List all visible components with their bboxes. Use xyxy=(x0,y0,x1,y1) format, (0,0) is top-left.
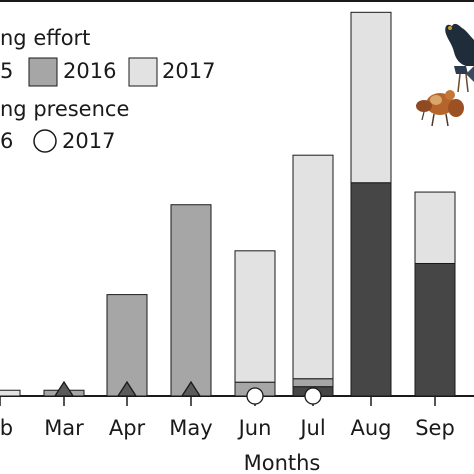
x-tick-label-jul: Jul xyxy=(298,416,325,440)
presence-triangle-may xyxy=(180,380,202,397)
bar-aug-2017 xyxy=(350,11,392,184)
bar-may-2016 xyxy=(170,204,212,397)
bar-feb-2017 xyxy=(0,389,21,397)
presence-circle-jul xyxy=(304,387,322,405)
legend-presence: ng presence 6 2017 xyxy=(0,97,129,153)
legend-label-2017: 2017 xyxy=(162,59,215,83)
bar-jul-2016 xyxy=(292,378,334,388)
x-tick-label-may: May xyxy=(169,416,212,440)
x-tick-label-aug: Aug xyxy=(350,416,391,440)
bar-jul-2017 xyxy=(292,154,334,380)
legend-effort-title: ng effort xyxy=(0,26,90,50)
x-tick-label-mar: Mar xyxy=(44,416,84,440)
presence-circle-jun xyxy=(246,387,264,405)
legend-label-2016: 2016 xyxy=(63,59,116,83)
x-tick-label-apr: Apr xyxy=(109,416,146,440)
legend-circle-marker-icon xyxy=(33,129,57,153)
guan-chicks-icon xyxy=(416,90,464,127)
legend-effort: ng effort 5 2016 2017 xyxy=(0,26,215,87)
bar-jun-2017 xyxy=(234,250,276,383)
legend-label-2015: 5 xyxy=(0,59,13,83)
x-tick-labels: eb Mar Apr May Jun Jul Aug Sep xyxy=(0,416,455,440)
presence-markers xyxy=(53,380,322,405)
bar-sep-2017_dark xyxy=(414,262,456,397)
presence-triangle-mar xyxy=(53,380,75,397)
legend-presence-title: ng presence xyxy=(0,97,129,121)
bar-aug-2017_dark xyxy=(350,182,392,397)
x-tick-label-feb: eb xyxy=(0,416,13,440)
legend-swatch-2017 xyxy=(128,57,158,87)
legend-presence-label-2016: 6 xyxy=(0,129,13,153)
x-ticks xyxy=(0,396,436,406)
presence-triangle-apr xyxy=(116,380,138,397)
legend-swatch-2016 xyxy=(28,57,58,87)
legend-presence-label-2017: 2017 xyxy=(62,129,115,153)
bar-apr-2016 xyxy=(106,294,148,397)
x-tick-label-jun: Jun xyxy=(237,416,272,440)
x-axis-title: Months xyxy=(244,451,321,474)
curassow-bird-icon xyxy=(445,23,474,93)
bar-sep-2017 xyxy=(414,191,456,264)
x-tick-label-sep: Sep xyxy=(415,416,455,440)
bars xyxy=(0,11,456,397)
